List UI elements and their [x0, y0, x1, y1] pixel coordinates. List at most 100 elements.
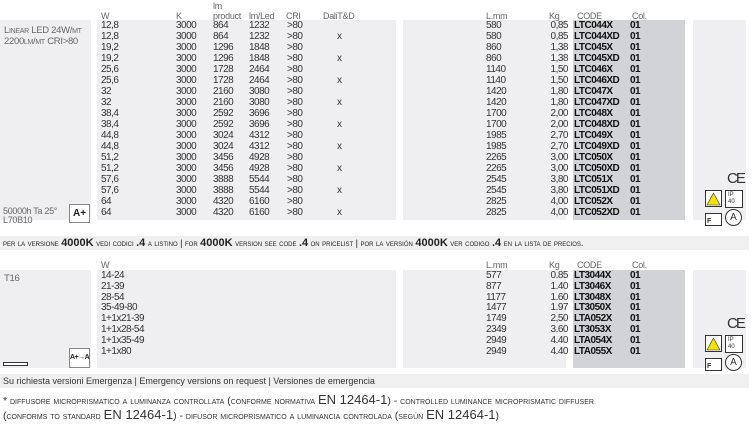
product-label-line1: Linear LED 24W/mt — [4, 25, 82, 36]
cell-lm-product: 3456 — [213, 152, 234, 163]
header-w: W — [101, 11, 110, 21]
lifetime-line1: 50000h Ta 25° — [3, 206, 58, 216]
cell-col: 01 — [630, 119, 641, 130]
energy-class-badge-t16: A+→A — [69, 348, 90, 368]
warning-light-icon — [705, 335, 722, 352]
cell-lm-led: 5544 — [249, 185, 270, 196]
cell-kg: 3,80 — [550, 185, 569, 196]
cell-lm-product: 3888 — [213, 174, 234, 185]
cell-lm-led: 2464 — [249, 64, 270, 75]
cell-lmm: 2265 — [486, 152, 507, 163]
cell-lmm: 580 — [486, 31, 502, 42]
cell-w: 32 — [101, 97, 112, 108]
cell-col: 01 — [630, 97, 641, 108]
cell-k: 3000 — [176, 119, 197, 130]
footnote-text: ) — [495, 410, 500, 422]
code-panel — [573, 20, 685, 220]
banner-es-text2: ver codigo — [447, 238, 492, 248]
cell-code: LTC049X — [574, 130, 613, 141]
cell-lm-led: 6160 — [249, 207, 270, 218]
cell-lm-led: 3696 — [249, 108, 270, 119]
cell-k: 3000 — [176, 97, 197, 108]
cell-lmm: 1700 — [486, 108, 507, 119]
tube-icon — [3, 362, 28, 366]
header-w-t16: W — [101, 260, 110, 270]
cell-lm-product: 2592 — [213, 119, 234, 130]
cell-kg: 0,85 — [550, 31, 569, 42]
cell-w: 25,6 — [101, 64, 119, 75]
svg-text:F: F — [707, 363, 712, 370]
cell-col: 01 — [630, 130, 641, 141]
header-col-t16: Col. — [632, 260, 647, 270]
cell-lmm: 2825 — [486, 207, 507, 218]
cell-w: 51,2 — [101, 152, 119, 163]
cell-code: LTC052X — [574, 196, 613, 207]
cell-lm-led: 5544 — [249, 174, 270, 185]
cell-lm-product: 864 — [213, 31, 229, 42]
cell-dali: x — [337, 163, 342, 174]
cell-lmm: 2949 — [486, 345, 507, 357]
cell-kg: 1.97 — [550, 302, 569, 314]
cell-lm-product: 3456 — [213, 163, 234, 174]
cell-w: 1+1x35-49 — [101, 334, 145, 346]
cell-code: LTC046X — [574, 64, 613, 75]
cell-lmm: 2949 — [486, 334, 507, 346]
cell-code: LTC048XD — [574, 119, 620, 130]
cell-col: 01 — [630, 334, 641, 346]
cell-col: 01 — [630, 207, 641, 218]
cell-w: 57,6 — [101, 174, 119, 185]
cell-col: 01 — [630, 280, 641, 292]
cell-w: 1+1x21-39 — [101, 313, 145, 325]
cell-cri: >80 — [287, 42, 303, 53]
header-lm: lm — [213, 1, 222, 11]
cell-code: LT3048X — [574, 291, 611, 303]
emergency-note: Su richiesta versioni Emergenza | Emerge… — [0, 374, 749, 388]
cell-lmm: 580 — [486, 20, 502, 31]
cell-lmm: 860 — [486, 53, 502, 64]
cell-cri: >80 — [287, 20, 303, 31]
cell-dali: x — [337, 119, 342, 130]
cell-lm-product: 1728 — [213, 75, 234, 86]
cell-lm-product: 4320 — [213, 207, 234, 218]
cell-kg: 2,50 — [550, 313, 569, 325]
header-lmm-t16: L.mm — [486, 260, 508, 270]
cell-cri: >80 — [287, 130, 303, 141]
cell-cri: >80 — [287, 108, 303, 119]
cell-cri: >80 — [287, 185, 303, 196]
cell-lm-led: 6160 — [249, 196, 270, 207]
cell-kg: 1.60 — [550, 291, 569, 303]
cell-kg: 0.85 — [550, 270, 569, 281]
banner-es-text3: en la lista de precios. — [501, 238, 584, 248]
cell-lmm: 1140 — [486, 75, 506, 86]
cell-kg: 2,70 — [550, 130, 569, 141]
banner-sep: | — [353, 238, 361, 248]
cell-w: 21-39 — [101, 280, 125, 292]
cell-lm-led: 1232 — [249, 20, 270, 31]
cell-lm-product: 2160 — [213, 97, 234, 108]
cell-lmm: 1420 — [486, 97, 507, 108]
cell-cri: >80 — [287, 207, 303, 218]
lifetime-line2: L70B10 — [3, 215, 33, 225]
cell-col: 01 — [630, 42, 641, 53]
cell-col: 01 — [630, 270, 641, 281]
header-code-t16: CODE — [577, 260, 602, 270]
code-panel-t16 — [573, 270, 685, 368]
cell-k: 3000 — [176, 31, 197, 42]
cell-lm-led: 1232 — [249, 31, 270, 42]
header-lmm: L.mm — [486, 11, 508, 21]
cell-dali: x — [337, 97, 342, 108]
cell-lm-product: 2592 — [213, 108, 234, 119]
cell-col: 01 — [630, 196, 641, 207]
cell-w: 12,8 — [101, 31, 119, 42]
cell-code: LTC046XD — [574, 75, 620, 86]
cell-kg: 1,38 — [550, 53, 569, 64]
cell-lm-led: 3080 — [249, 97, 270, 108]
banner-en-text: for — [185, 238, 201, 248]
banner-sep: | — [177, 238, 185, 248]
cell-kg: 3.60 — [550, 324, 569, 335]
ip-rating-icon: IP40 — [725, 335, 743, 353]
footnote-text: ) - difusor microprismatico a luminancia… — [173, 410, 427, 422]
cell-lm-led: 2464 — [249, 75, 270, 86]
header-lm-led: lm/Led — [249, 11, 275, 21]
cell-code: LTC050XD — [574, 163, 620, 174]
